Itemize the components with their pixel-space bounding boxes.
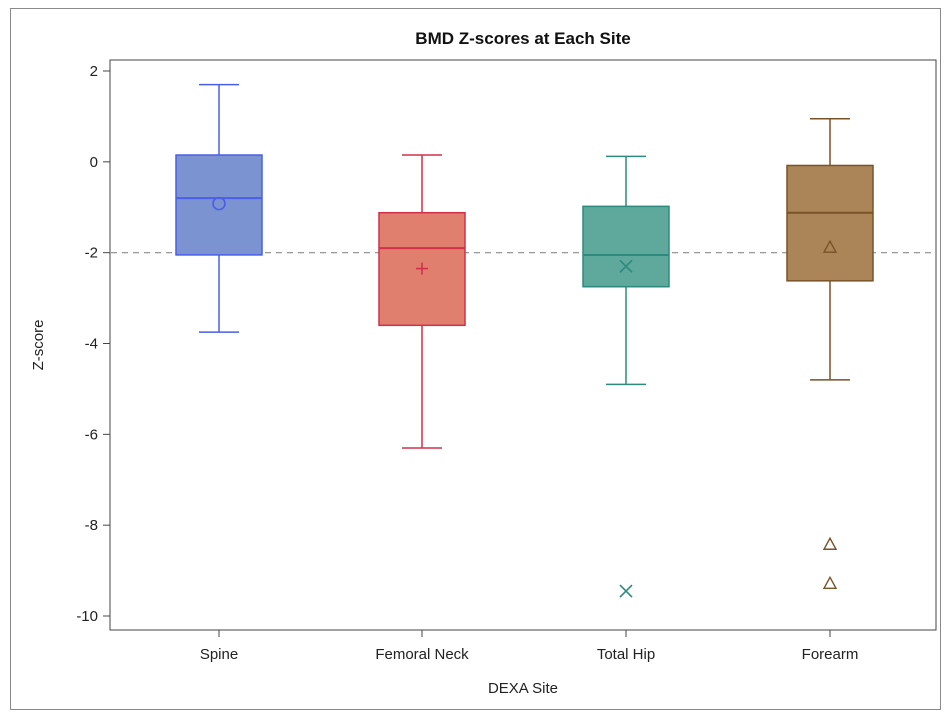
x-axis-title: DEXA Site — [488, 680, 558, 697]
y-tick-label: -10 — [76, 608, 98, 625]
outlier-point — [822, 575, 838, 589]
mean-marker — [212, 196, 226, 211]
boxes-layer — [175, 83, 874, 598]
mean-marker — [619, 259, 633, 273]
plot-area — [109, 59, 937, 631]
y-tick-label: -8 — [85, 517, 98, 534]
x-tick-label: Forearm — [802, 646, 859, 663]
y-axis: 2 0 -2 -4 -6 -8 -10 — [76, 63, 110, 625]
box-group-femoral-neck — [378, 154, 466, 449]
y-tick-label: 0 — [90, 154, 98, 171]
box-iqr — [175, 154, 263, 256]
x-tick-label: Femoral Neck — [375, 646, 469, 663]
x-axis: Spine Femoral Neck Total Hip Forearm — [200, 630, 859, 663]
chart-title: BMD Z-scores at Each Site — [415, 29, 630, 48]
y-tick-label: 2 — [90, 63, 98, 80]
y-tick-label: -6 — [85, 426, 98, 443]
box-iqr — [786, 164, 874, 282]
x-tick-label: Spine — [200, 646, 238, 663]
mean-marker — [822, 239, 838, 253]
box-group-spine — [175, 83, 263, 333]
outlier-point — [619, 584, 633, 598]
y-axis-title: Z-score — [30, 320, 47, 371]
x-tick-label: Total Hip — [597, 646, 655, 663]
y-tick-label: -2 — [85, 245, 98, 262]
box-group-total-hip — [582, 155, 670, 598]
y-tick-label: -4 — [85, 336, 98, 353]
outlier-point — [822, 536, 838, 550]
chart-frame — [10, 8, 941, 710]
mean-marker — [416, 262, 428, 275]
box-group-forearm — [786, 117, 874, 589]
box-iqr — [582, 205, 670, 288]
